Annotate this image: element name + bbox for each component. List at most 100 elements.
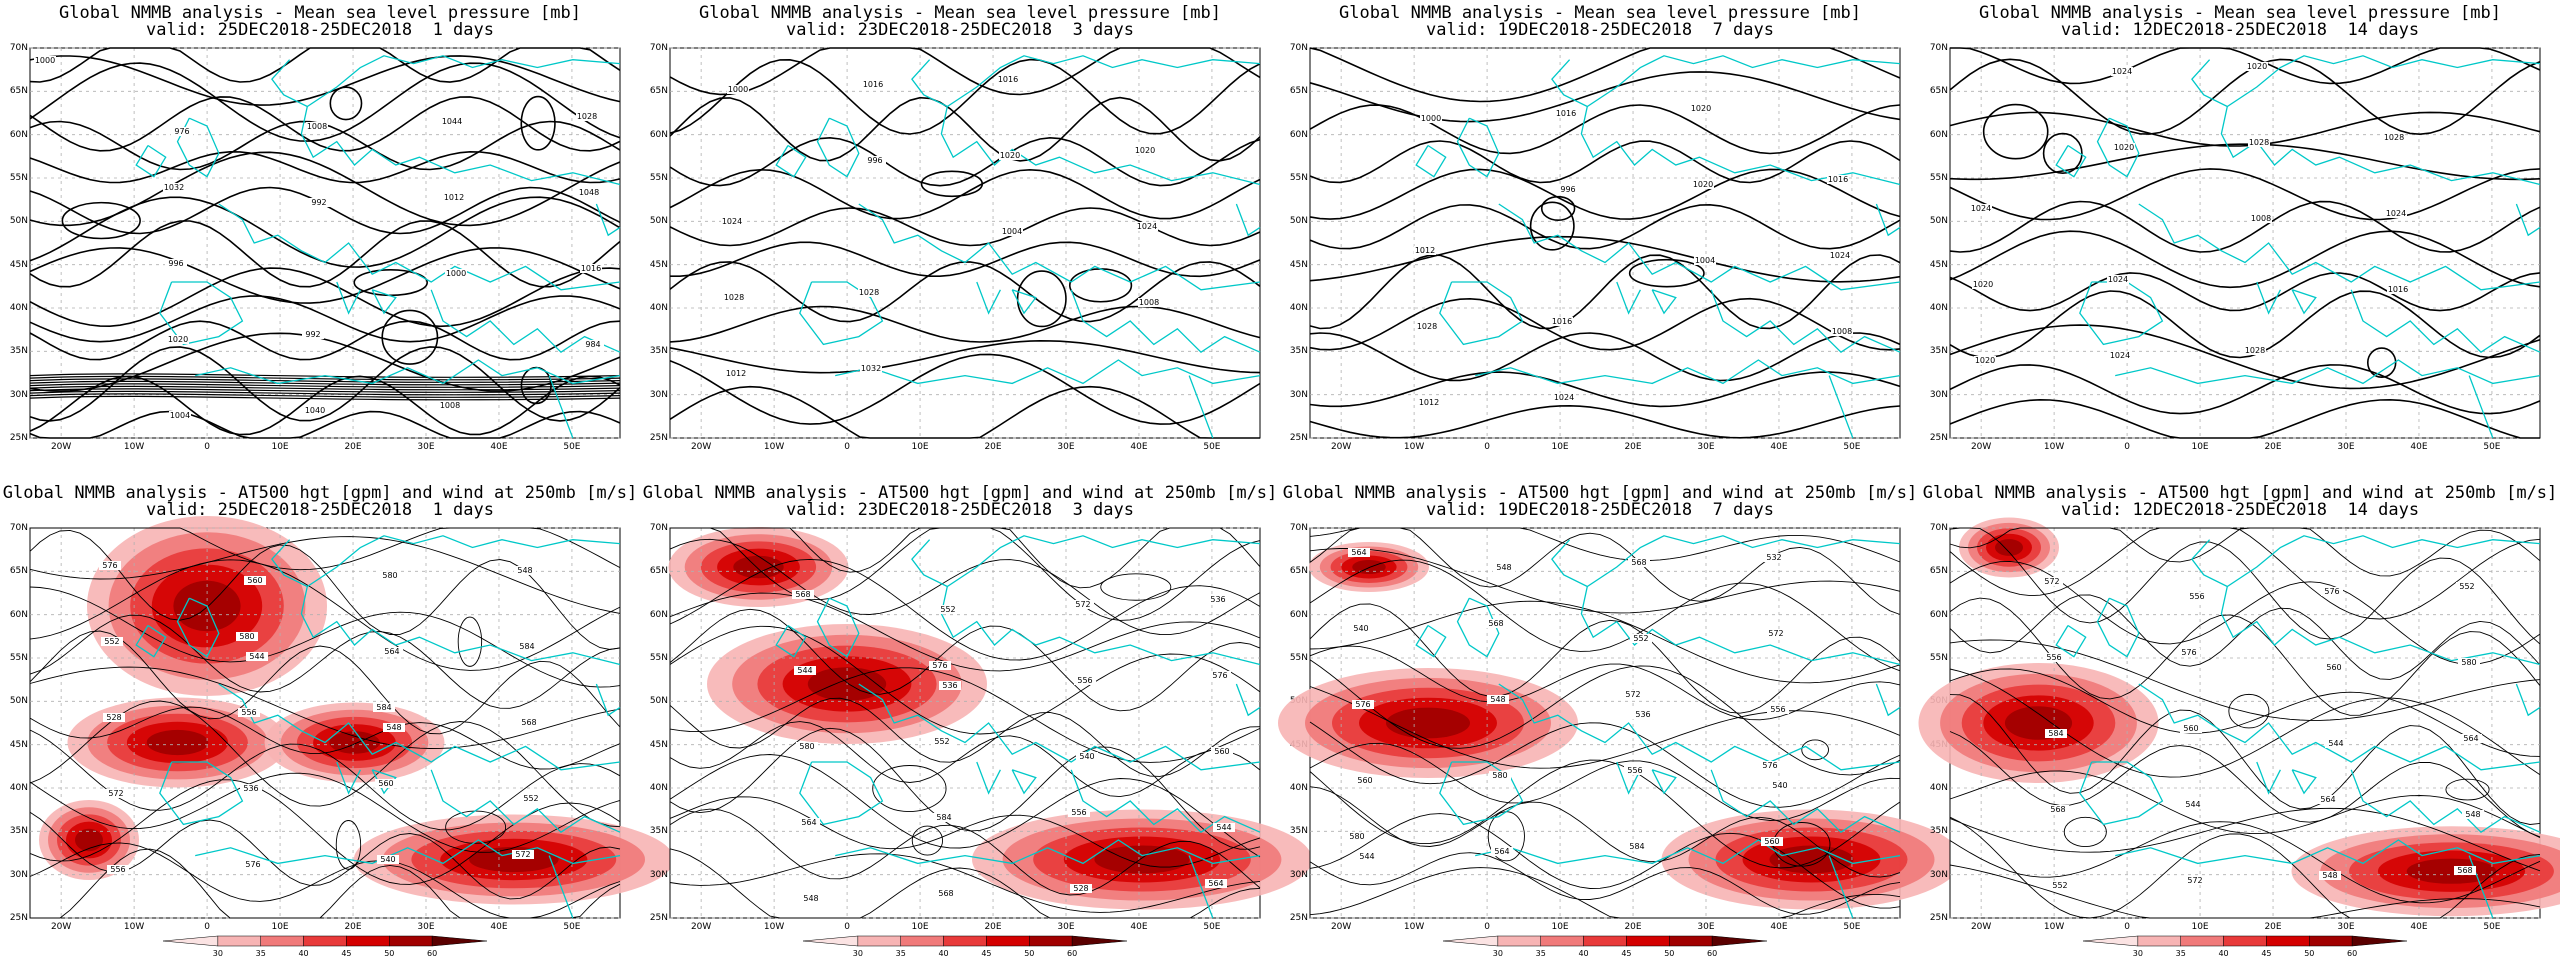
contour-label: 572 — [108, 789, 123, 798]
contour-label-bg — [2109, 351, 2131, 360]
contour-line — [1949, 560, 2541, 665]
contour-label: 1004 — [170, 411, 190, 420]
contour-label-bg — [2107, 275, 2129, 284]
longitude-tick-label: 30E — [1697, 442, 1715, 452]
longitude-tick-label: 50E — [1843, 922, 1861, 932]
contour-label-bg — [2456, 582, 2478, 591]
contour-label-bg — [2041, 577, 2063, 586]
contour-label: 548 — [517, 566, 532, 575]
contour-label: 540 — [380, 855, 395, 864]
longitude-tick-label: 0 — [844, 442, 850, 452]
colorbar-swatch — [346, 935, 390, 947]
contour-label-bg — [1072, 600, 1094, 609]
contour-label-bg — [2383, 133, 2405, 142]
closed-contour — [1100, 573, 1172, 601]
contour-line — [1309, 297, 1901, 351]
latitude-tick-label: 45N — [9, 739, 28, 750]
contour-label: 1004 — [1002, 227, 1022, 236]
colorbar-tick-label: 30 — [2133, 949, 2143, 957]
contour-line — [29, 630, 621, 735]
contour-label-bg — [725, 369, 747, 378]
latitude-tick-label: 70N — [649, 43, 668, 53]
contour-line — [1949, 770, 2541, 839]
longitude-tick-label: 20W — [50, 922, 72, 932]
longitude-tick-label: 50E — [563, 442, 581, 452]
contour-label-bg — [445, 269, 467, 278]
coastline — [2138, 683, 2541, 771]
coastline — [1710, 289, 1901, 354]
closed-contour — [520, 95, 556, 151]
contour-line — [669, 385, 1260, 439]
colorbar-swatch — [900, 935, 944, 947]
contour-line — [669, 667, 1261, 763]
contour-line — [669, 608, 1261, 712]
coastline — [911, 535, 1261, 588]
latitude-tick-label: 50N — [9, 216, 28, 227]
longitude-tick-label: 30E — [1057, 922, 1075, 932]
contour-label-bg — [1630, 634, 1652, 643]
latitude-tick-label: 45N — [649, 739, 668, 750]
contour-label: 560 — [247, 576, 262, 585]
latitude-tick-label: 55N — [649, 173, 668, 183]
contour-lines — [29, 47, 621, 439]
closed-contour — [1982, 103, 2049, 160]
longitude-tick-label: 20E — [984, 442, 1002, 452]
contour-label: 580 — [2461, 658, 2476, 667]
contour-label-bg — [1553, 393, 1575, 402]
panel-valid-date: valid: 25DEC2018-25DEC2018 1 days — [146, 500, 494, 520]
colorbar-swatch — [1029, 935, 1073, 947]
map-panel: Global NMMB analysis - AT500 hgt [gpm] a… — [1278, 480, 1962, 960]
contour-label-bg — [2319, 871, 2341, 880]
contour-label: 572 — [515, 850, 530, 859]
contour-label-bg — [796, 742, 818, 751]
colorbar-swatch — [1711, 935, 1768, 947]
contour-line — [29, 393, 621, 398]
colorbar-swatch — [303, 935, 347, 947]
contour-label-bg — [383, 723, 405, 732]
contour-line — [669, 721, 1261, 798]
contour-label: 528 — [106, 713, 121, 722]
contour-label: 572 — [1625, 690, 1640, 699]
contour-label: 996 — [1560, 185, 1575, 194]
latitude-tick-label: 25N — [1929, 913, 1948, 923]
colorbar-tick-label: 40 — [938, 949, 948, 957]
contour-label: 544 — [1216, 823, 1231, 832]
contour-line — [1950, 47, 2541, 85]
contour-label-bg — [939, 681, 961, 690]
coastline — [1235, 203, 1261, 237]
latitude-tick-label: 45N — [1289, 259, 1308, 270]
contour-label-bg — [240, 784, 262, 793]
colorbar: 30 35 40 45 50 60 — [162, 935, 488, 957]
contour-label-bg — [516, 642, 538, 651]
coastline — [1235, 683, 1261, 717]
contour-label-bg — [1138, 298, 1160, 307]
coastline — [2515, 203, 2541, 237]
contour-line — [1309, 721, 1901, 808]
longitude-tick-label: 10W — [2043, 922, 2065, 932]
contour-line — [29, 729, 621, 831]
contour-label-bg — [2321, 587, 2343, 596]
contour-label: 1020 — [1975, 356, 1995, 365]
latitude-tick-label: 30N — [1289, 389, 1308, 400]
coastline — [2096, 117, 2140, 178]
contour-label: 1008 — [1139, 298, 1159, 307]
latitude-tick-label: 55N — [1929, 653, 1948, 663]
contour-label-bg — [727, 85, 749, 94]
coastline — [2079, 761, 2164, 826]
coastline — [1551, 535, 1901, 588]
contour-label: 1020 — [1000, 151, 1020, 160]
contour-label-bg — [800, 894, 822, 903]
colorbar-swatch — [431, 935, 488, 947]
contour-labels: 1000 996 1004 1008 1012 1016 1020 1024 1028 1024 1… — [1414, 104, 1853, 407]
contour-label: 576 — [102, 561, 117, 570]
panel-title: Global NMMB analysis - Mean sea level pr… — [699, 3, 1221, 23]
latitude-tick-label: 65N — [1929, 86, 1948, 97]
contour-line — [1309, 786, 1901, 878]
latitude-tick-label: 45N — [9, 259, 28, 270]
contour-label-bg — [167, 335, 189, 344]
longitude-tick-label: 40E — [1770, 442, 1788, 452]
colorbar-tick-label: 60 — [427, 949, 437, 957]
latitude-tick-label: 45N — [1929, 259, 1948, 270]
latitude-tick-label: 65N — [1929, 566, 1948, 577]
contour-line — [29, 383, 621, 388]
